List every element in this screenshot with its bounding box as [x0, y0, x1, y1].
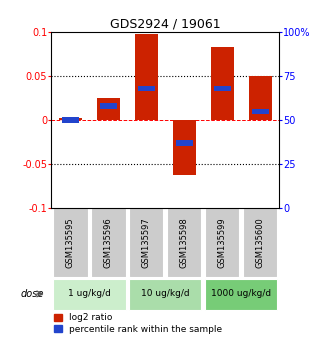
Text: GSM135598: GSM135598: [180, 217, 189, 268]
Text: GSM135600: GSM135600: [256, 217, 265, 268]
Bar: [243, 208, 277, 277]
Bar: [100, 103, 117, 109]
Text: GSM135597: GSM135597: [142, 217, 151, 268]
Bar: [252, 109, 269, 114]
Bar: [176, 140, 193, 145]
Bar: [167, 208, 202, 277]
Bar: [138, 86, 155, 91]
Text: 1 ug/kg/d: 1 ug/kg/d: [68, 290, 111, 298]
Bar: [59, 118, 82, 120]
Bar: [205, 279, 277, 310]
Bar: [53, 208, 88, 277]
Title: GDS2924 / 19061: GDS2924 / 19061: [110, 18, 221, 31]
Bar: [129, 208, 163, 277]
Bar: [62, 117, 79, 122]
Text: 10 ug/kg/d: 10 ug/kg/d: [141, 290, 190, 298]
Bar: [173, 120, 196, 176]
Bar: [135, 34, 158, 120]
Bar: [205, 208, 239, 277]
Bar: [129, 279, 202, 310]
Bar: [211, 47, 234, 120]
Bar: [97, 98, 120, 120]
Text: dose: dose: [21, 289, 44, 299]
Text: GSM135599: GSM135599: [218, 217, 227, 268]
Bar: [53, 279, 126, 310]
Bar: [249, 76, 272, 120]
Bar: [91, 208, 126, 277]
Text: GSM135595: GSM135595: [66, 217, 75, 268]
Text: 1000 ug/kg/d: 1000 ug/kg/d: [211, 290, 271, 298]
Bar: [214, 86, 231, 91]
Legend: log2 ratio, percentile rank within the sample: log2 ratio, percentile rank within the s…: [54, 313, 222, 333]
Text: GSM135596: GSM135596: [104, 217, 113, 268]
